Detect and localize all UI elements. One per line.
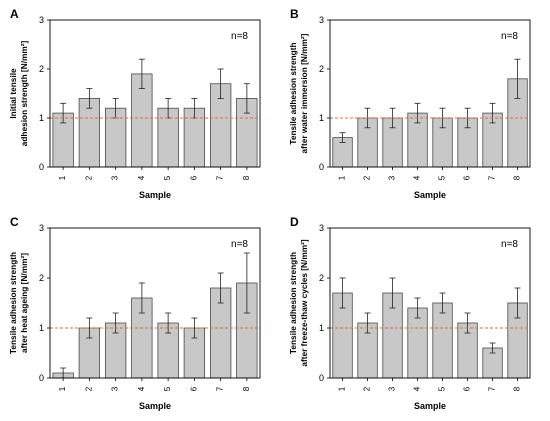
x-tick-label: 8 bbox=[513, 175, 522, 180]
y-tick-label: 1 bbox=[39, 323, 44, 333]
x-tick-label: 1 bbox=[338, 175, 347, 180]
x-tick-label: 3 bbox=[111, 175, 120, 180]
x-tick-label: 3 bbox=[388, 175, 397, 180]
plot-frame bbox=[49, 19, 261, 168]
x-tick-label: 5 bbox=[438, 175, 447, 180]
x-tick-label: 7 bbox=[216, 386, 225, 391]
x-axis-label: Sample bbox=[414, 190, 446, 200]
bar bbox=[78, 98, 100, 168]
y-tick-label: 1 bbox=[319, 323, 324, 333]
x-axis-label: Sample bbox=[139, 401, 171, 411]
bar bbox=[432, 302, 453, 379]
x-tick-label: 8 bbox=[242, 175, 251, 180]
y-tick-label: 3 bbox=[39, 223, 44, 233]
y-tick-label: 3 bbox=[319, 223, 324, 233]
plot-frame bbox=[329, 227, 531, 379]
y-tick-label: 0 bbox=[319, 373, 324, 383]
bar bbox=[407, 307, 428, 379]
x-tick-label: 3 bbox=[111, 386, 120, 391]
x-tick-label: 5 bbox=[163, 386, 172, 391]
x-tick-label: 4 bbox=[413, 175, 422, 180]
y-tick-label: 2 bbox=[39, 273, 44, 283]
x-tick-label: 7 bbox=[488, 175, 497, 180]
x-tick-label: 8 bbox=[513, 386, 522, 391]
x-tick-label: 4 bbox=[137, 175, 146, 180]
y-tick-label: 3 bbox=[39, 15, 44, 25]
sample-size-annotation: n=8 bbox=[231, 31, 248, 42]
x-axis-label: Sample bbox=[414, 401, 446, 411]
x-tick-label: 6 bbox=[189, 386, 198, 391]
x-tick-label: 3 bbox=[388, 386, 397, 391]
y-axis-label: Tensile adhesion strength bbox=[288, 42, 298, 144]
y-axis-label: after freeze-thaw cycles [N/mm²] bbox=[299, 239, 309, 366]
y-tick-label: 0 bbox=[39, 162, 44, 172]
x-tick-label: 8 bbox=[242, 386, 251, 391]
y-axis-label: adhesion strength [N/mm²] bbox=[19, 40, 29, 146]
y-tick-label: 1 bbox=[39, 113, 44, 123]
y-tick-label: 1 bbox=[319, 113, 324, 123]
x-axis-label: Sample bbox=[139, 190, 171, 200]
x-tick-label: 5 bbox=[163, 175, 172, 180]
x-tick-label: 6 bbox=[463, 175, 472, 180]
y-axis-label: Tensile adhesion strength bbox=[288, 252, 298, 354]
panel-label: A bbox=[10, 7, 19, 21]
y-tick-label: 0 bbox=[319, 162, 324, 172]
y-tick-label: 3 bbox=[319, 15, 324, 25]
y-tick-label: 2 bbox=[319, 273, 324, 283]
x-tick-label: 1 bbox=[58, 175, 67, 180]
x-tick-label: 4 bbox=[413, 386, 422, 391]
x-tick-label: 6 bbox=[463, 386, 472, 391]
sample-size-annotation: n=8 bbox=[501, 31, 518, 42]
y-axis-label: Initial tensile bbox=[8, 68, 18, 119]
x-tick-label: 7 bbox=[488, 386, 497, 391]
x-tick-label: 2 bbox=[363, 386, 372, 391]
y-tick-label: 2 bbox=[39, 64, 44, 74]
sample-size-annotation: n=8 bbox=[231, 239, 248, 250]
y-tick-label: 0 bbox=[39, 373, 44, 383]
plot-frame bbox=[329, 19, 531, 168]
plot-frame bbox=[49, 227, 261, 379]
x-tick-label: 4 bbox=[137, 386, 146, 391]
sample-size-annotation: n=8 bbox=[501, 239, 518, 250]
x-tick-label: 7 bbox=[216, 175, 225, 180]
x-tick-label: 5 bbox=[438, 386, 447, 391]
x-tick-label: 2 bbox=[363, 175, 372, 180]
panel-label: C bbox=[10, 215, 19, 229]
y-axis-label: Tensile adhesion strength bbox=[8, 252, 18, 354]
panel-label: D bbox=[290, 215, 299, 229]
y-axis-label: after water immersion [N/mm²] bbox=[299, 33, 309, 153]
x-tick-label: 2 bbox=[84, 386, 93, 391]
x-tick-label: 1 bbox=[338, 386, 347, 391]
y-tick-label: 2 bbox=[319, 64, 324, 74]
x-tick-label: 2 bbox=[84, 175, 93, 180]
x-tick-label: 1 bbox=[58, 386, 67, 391]
x-tick-label: 6 bbox=[189, 175, 198, 180]
panel-label: B bbox=[290, 7, 299, 21]
y-axis-label: after heat ageing [N/mm²] bbox=[19, 253, 29, 353]
